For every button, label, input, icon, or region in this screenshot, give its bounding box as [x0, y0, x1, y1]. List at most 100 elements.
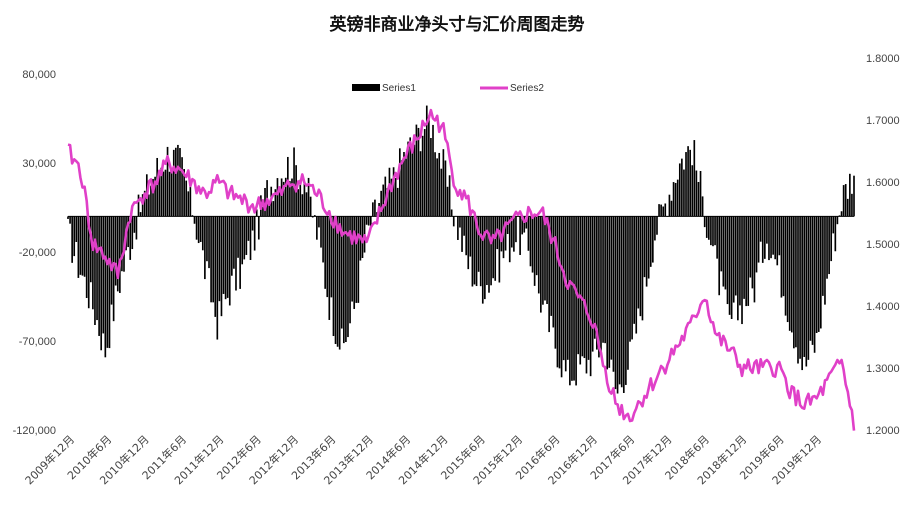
bar [407, 141, 409, 217]
bar [600, 216, 602, 355]
bar [716, 216, 718, 259]
bar [347, 216, 349, 338]
bar [809, 216, 812, 341]
bar [251, 216, 254, 231]
bar [75, 216, 78, 242]
bar [154, 176, 156, 217]
bar [191, 215, 194, 217]
y-left-tick-label: 30,000 [22, 158, 56, 170]
bar [403, 151, 405, 217]
bar [253, 216, 256, 251]
bar [531, 216, 534, 273]
bar [183, 169, 185, 217]
bar [569, 216, 571, 386]
bar [510, 216, 513, 248]
bar [836, 216, 839, 225]
bar [446, 186, 449, 217]
bar [817, 216, 820, 332]
bar [664, 203, 667, 217]
bar [527, 216, 530, 251]
bar [602, 216, 604, 343]
bar [770, 216, 772, 259]
bar [116, 216, 119, 292]
bar [490, 216, 492, 286]
bar [127, 216, 129, 248]
bar [297, 189, 300, 217]
bar [249, 216, 252, 260]
bar [380, 190, 382, 217]
x-tick-label: 2009年12月 [22, 432, 77, 487]
bar [668, 194, 671, 217]
bar [268, 203, 270, 217]
bar [121, 216, 123, 272]
bar [660, 204, 662, 217]
bar [214, 216, 217, 317]
bar [523, 216, 526, 233]
bar [110, 216, 113, 305]
bar [784, 216, 787, 316]
y-right-tick-label: 1.5000 [866, 239, 900, 251]
bar [654, 216, 656, 241]
bar [357, 216, 360, 303]
bar [425, 105, 428, 217]
bar [374, 199, 376, 217]
bar [591, 216, 594, 352]
y-axis-left: 80,000 30,000 -20,000 -70,000 -120,000 [13, 69, 56, 437]
bar [724, 216, 727, 290]
series2-line-layer [67, 108, 856, 431]
bar [699, 170, 702, 217]
bar [419, 151, 422, 217]
y-right-tick-label: 1.7000 [866, 115, 900, 127]
bar [413, 144, 416, 217]
bar [280, 178, 283, 217]
bar [774, 216, 777, 260]
bar [334, 216, 337, 344]
bar [181, 157, 183, 217]
y-left-tick-label: -20,000 [19, 247, 56, 259]
bar [622, 216, 625, 393]
bar [560, 216, 563, 378]
bar [473, 216, 476, 285]
bar [732, 216, 735, 303]
y-right-tick-label: 1.6000 [866, 177, 900, 189]
bar [556, 216, 559, 368]
bar [747, 216, 750, 306]
bar [838, 215, 841, 217]
legend: Series1 Series2 [352, 83, 544, 94]
bar [674, 182, 677, 217]
bar [766, 216, 768, 244]
bar [693, 140, 696, 217]
bar [396, 187, 399, 217]
bar [257, 216, 260, 240]
bar [150, 185, 152, 217]
bar [338, 216, 341, 350]
bar [278, 191, 281, 217]
bar [637, 216, 640, 309]
bar [573, 216, 575, 381]
bar [355, 216, 358, 303]
bar [793, 216, 795, 349]
bar [98, 216, 100, 336]
bar [216, 216, 219, 340]
bar [168, 171, 171, 217]
bar [761, 216, 764, 263]
bar [71, 216, 73, 263]
series2-line [67, 108, 856, 431]
bar [345, 216, 347, 343]
bar [417, 127, 420, 217]
bar [596, 216, 598, 350]
y-left-tick-label: -70,000 [19, 336, 56, 348]
bar [421, 135, 424, 217]
bar [753, 216, 756, 303]
bar [548, 216, 550, 333]
bar [438, 152, 441, 217]
series1-bars [67, 105, 855, 394]
x-axis: 2009年12月2010年6月2010年12月2011年6月2011年12月20… [22, 432, 824, 487]
bar [305, 192, 308, 217]
bar [647, 216, 650, 279]
bar [554, 216, 557, 349]
bar [525, 216, 528, 229]
bar [741, 216, 743, 325]
bar [759, 216, 762, 242]
bar [707, 216, 710, 240]
